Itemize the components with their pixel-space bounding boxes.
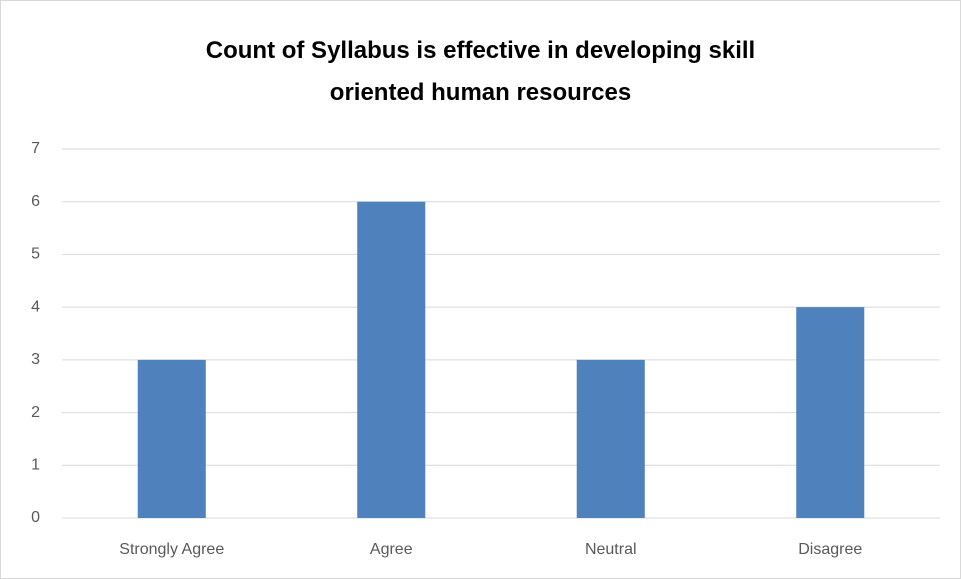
y-tick-label: 3 — [31, 351, 40, 368]
x-tick-label: Strongly Agree — [119, 541, 224, 558]
y-tick-label: 4 — [31, 298, 40, 315]
x-tick-label: Disagree — [798, 541, 862, 558]
y-tick-label: 5 — [31, 246, 40, 263]
y-tick-label: 0 — [31, 509, 40, 526]
bar — [357, 201, 426, 518]
y-tick-label: 7 — [31, 140, 40, 157]
title-box: Count of Syllabus is effective in develo… — [0, 30, 961, 114]
bar — [796, 307, 865, 518]
y-tick-label: 6 — [31, 193, 40, 210]
y-tick-label: 2 — [31, 404, 40, 421]
x-tick-label: Agree — [370, 541, 413, 558]
bar — [576, 359, 645, 518]
x-tick-label: Neutral — [585, 541, 637, 558]
y-tick-label: 1 — [31, 457, 40, 474]
bar — [137, 359, 206, 518]
chart-title: Count of Syllabus is effective in develo… — [205, 37, 756, 106]
